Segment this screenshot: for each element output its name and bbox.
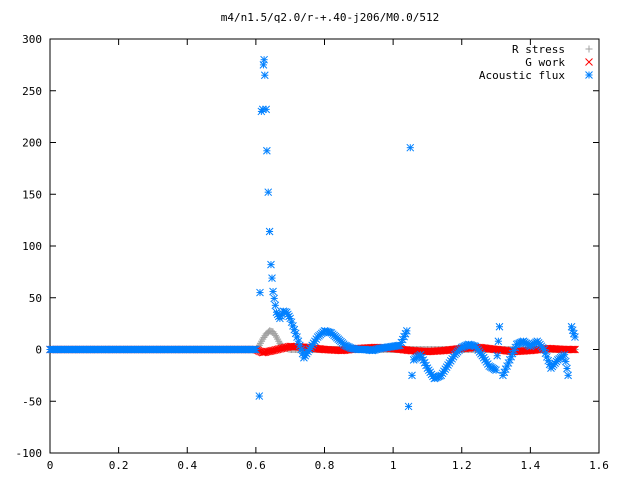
y-axis: -100 -50 0 50 100 150 200 250 300 [16,33,599,460]
legend-marker [585,45,593,53]
x-tick-label: 1.2 [452,459,472,472]
data-point [560,350,569,359]
x-tick-label: 0.8 [315,459,335,472]
chart-title: m4/n1.5/q2.0/r-+.40-j206/M0.0/512 [221,11,440,24]
data-point [494,337,503,346]
data-point [264,188,273,197]
data-point [404,402,413,411]
plot-border [49,38,600,454]
y-tick-label: 150 [22,188,42,201]
data-point [564,371,572,380]
legend-label: R stress [512,43,565,56]
data-point [563,364,571,373]
x-tick-label: 1.4 [520,459,540,472]
y-tick-label: -100 [16,447,43,460]
legend-marker [585,58,593,66]
data-point [262,105,271,114]
legend-label: Acoustic flux [479,69,565,82]
x-tick-label: 0 [47,459,54,472]
x-tick-label: 0.4 [177,459,197,472]
data-point [256,288,264,297]
legend-marker [585,71,593,79]
y-tick-label: 0 [35,344,42,357]
y-tick-label: 100 [22,240,42,253]
data-point [271,301,280,310]
data-point [252,345,260,354]
y-tick-label: 250 [22,85,42,98]
y-tick-label: 200 [22,137,42,150]
x-tick-label: 1.6 [589,459,609,472]
y-tick-label: 300 [22,33,42,46]
legend-label: G work [525,56,565,69]
series-acoustic-flux [46,55,579,411]
data-point [265,227,274,236]
x-tick-label: 0.6 [246,459,266,472]
x-tick-label: 0.2 [109,459,129,472]
plot-frame [49,38,600,454]
data-point [260,55,268,64]
data-point [571,333,579,341]
data-point [402,327,411,335]
y-tick-label: 50 [29,292,42,305]
x-axis: 0 0.2 0.4 0.6 0.8 1 1.2 1.4 1.6 [47,39,609,472]
data-point [406,143,415,152]
data-point [493,351,502,360]
data-point [263,146,271,155]
data-point [408,371,416,380]
data-point [268,274,276,282]
data-point [293,333,301,341]
data-point [495,322,504,331]
data-point [267,260,275,269]
data-point [492,366,500,375]
data-point [260,71,269,80]
data-point [571,345,579,354]
data-point [271,331,279,339]
x-tick-label: 1 [390,459,397,472]
data-point [569,345,578,354]
y-tick-label: -50 [22,395,42,408]
data-point [270,294,279,303]
data-point [269,287,277,296]
series-layer [46,55,579,411]
data-point [561,357,570,366]
data-point [568,345,577,354]
data-point [567,345,575,354]
data-point [255,392,264,400]
